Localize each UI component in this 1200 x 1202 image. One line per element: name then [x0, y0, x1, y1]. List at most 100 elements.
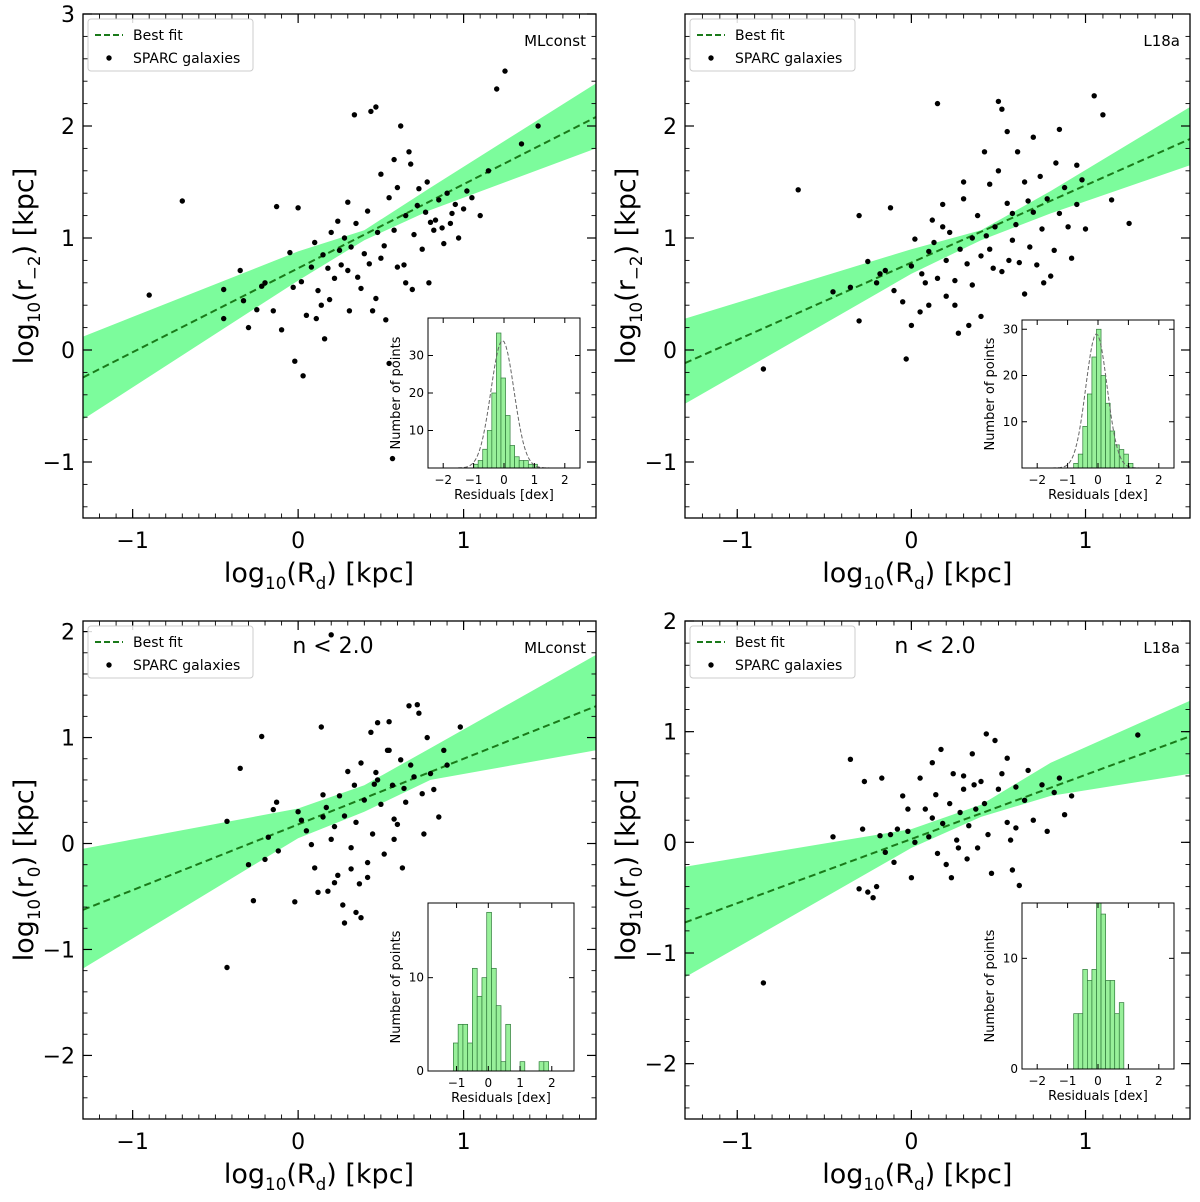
data-point	[373, 295, 379, 302]
data-point	[427, 219, 434, 225]
data-point	[1039, 782, 1045, 788]
histogram-bar	[500, 377, 506, 469]
data-point	[1039, 226, 1045, 232]
data-point	[325, 265, 331, 271]
data-point	[292, 899, 298, 905]
data-point	[974, 845, 981, 851]
data-point	[381, 243, 387, 249]
x-axis-label: log10(Rd) [kpc]	[224, 558, 414, 593]
panel-4: −1 0 1 −2 −1 0 1 2 log10(Rd) [kpc] log10(r0) [kpc…	[611, 610, 1191, 1194]
data-point	[338, 262, 344, 268]
data-point	[917, 775, 923, 781]
data-point	[1006, 257, 1012, 264]
histogram-bar	[486, 430, 493, 469]
data-point	[341, 235, 348, 241]
data-point	[990, 265, 996, 271]
data-point	[358, 915, 364, 921]
histogram-bar	[1105, 402, 1111, 469]
data-point	[919, 271, 925, 277]
confidence-band	[685, 107, 1190, 404]
y-axis-label: log10(r0) [kpc]	[611, 779, 646, 962]
x-tick-label: 1	[457, 1130, 471, 1155]
inset-y-tick-label: 20	[409, 386, 424, 400]
data-point	[444, 190, 450, 196]
histogram-bar	[1077, 1013, 1084, 1070]
data-point	[917, 309, 923, 315]
inset-x-tick-label: −1	[1059, 473, 1077, 487]
data-point	[947, 229, 953, 236]
best-fit-line	[685, 138, 1190, 365]
data-point	[887, 831, 894, 838]
histogram-bar	[472, 967, 478, 1072]
data-point	[856, 318, 862, 324]
data-point	[1051, 789, 1057, 796]
histogram-bar	[1100, 375, 1106, 469]
data-point	[912, 839, 918, 845]
data-point	[361, 797, 367, 803]
data-point	[950, 771, 956, 777]
data-point	[908, 263, 915, 269]
x-tick-label: 0	[291, 529, 305, 554]
y-tick-label: −1	[645, 942, 677, 967]
data-point	[315, 889, 321, 895]
data-point	[957, 246, 963, 252]
data-point	[371, 781, 377, 787]
plot-frame	[82, 13, 597, 519]
data-point	[449, 210, 455, 217]
data-point	[408, 161, 414, 167]
data-point	[358, 760, 364, 766]
data-point	[535, 123, 541, 129]
x-axis-label: log10(Rd) [kpc]	[822, 1159, 1012, 1194]
data-point	[431, 786, 437, 793]
legend-point-swatch	[708, 55, 714, 61]
data-point	[960, 786, 967, 792]
data-point	[1013, 784, 1019, 790]
data-point	[1056, 126, 1063, 133]
legend-best-fit: Best fit	[133, 28, 183, 44]
data-point	[861, 778, 868, 785]
data-point	[364, 874, 371, 881]
data-point	[943, 861, 949, 868]
data-point	[905, 806, 911, 812]
data-point	[926, 248, 932, 255]
data-point	[847, 284, 854, 290]
residual-histogram: −1 0 1 2 0 10 Residuals [dex] Number of points	[389, 902, 575, 1106]
data-point	[426, 280, 432, 286]
data-point	[270, 806, 276, 813]
data-point	[240, 298, 247, 304]
data-point	[912, 236, 918, 242]
data-point	[1100, 112, 1106, 118]
data-point	[146, 292, 152, 298]
inset-x-tick-label: 2	[548, 1076, 556, 1090]
data-point	[1027, 244, 1033, 250]
y-tick-label: −2	[645, 1053, 677, 1078]
data-point	[988, 870, 995, 876]
data-point	[943, 257, 949, 264]
data-point	[1004, 755, 1010, 761]
y-tick-label: 0	[663, 831, 677, 856]
histogram-bar	[505, 415, 511, 469]
data-point	[1016, 882, 1022, 889]
histogram-bar	[457, 1023, 464, 1072]
legend: Best fit SPARC galaxies	[689, 18, 856, 72]
y-tick-label: 0	[61, 339, 75, 364]
data-point	[1007, 837, 1014, 843]
x-axis-label: log10(Rd) [kpc]	[224, 1159, 414, 1194]
data-point	[403, 212, 409, 219]
data-point	[830, 834, 836, 840]
data-point	[374, 777, 381, 783]
best-fit-line	[83, 705, 596, 911]
inset-x-label: Residuals [dex]	[451, 1091, 551, 1106]
data-point	[262, 856, 268, 863]
data-point	[237, 267, 243, 274]
residual-histogram: −2 −1 0 1 2 10 20 30 Residuals [dex] Number of po…	[389, 317, 581, 503]
data-point	[369, 831, 376, 837]
data-point	[431, 227, 437, 233]
data-point	[391, 156, 397, 163]
histogram-bar	[1114, 444, 1120, 469]
data-point	[378, 801, 384, 807]
data-point	[340, 902, 346, 908]
data-point	[955, 845, 962, 851]
x-tick-label: 1	[457, 529, 471, 554]
histogram-bar	[1100, 913, 1106, 1070]
